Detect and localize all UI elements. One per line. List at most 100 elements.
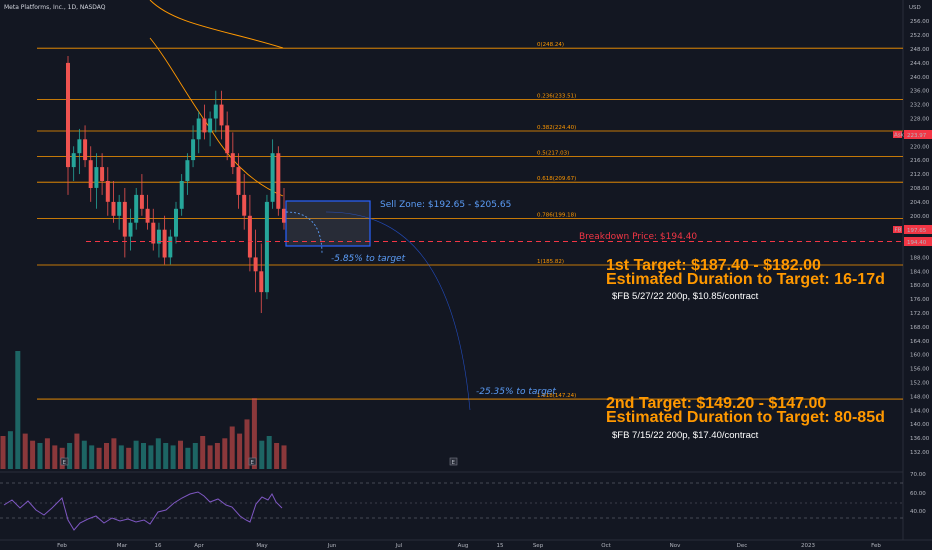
candle-body (71, 153, 76, 168)
volume-bar (118, 445, 124, 469)
price-tick-label: 252.00 (910, 33, 930, 39)
projection-arc-1 (285, 211, 323, 255)
candle-body (134, 194, 139, 223)
target2-duration: Estimated Duration to Target: 80-85d (606, 409, 885, 426)
earnings-marker-1[interactable] (60, 457, 69, 466)
volume-bar (237, 433, 243, 469)
candle-body (253, 257, 258, 272)
breakdown-price-label: 194.40 (907, 240, 927, 246)
price-tick-label: 180.00 (910, 283, 930, 289)
volume-bar (52, 445, 58, 469)
time-tick-label: Dec (737, 543, 748, 549)
time-tick-label: Apr (194, 543, 204, 549)
candle-body (117, 201, 122, 216)
sell-zone-box[interactable] (285, 200, 371, 247)
ask-tag (893, 131, 902, 138)
target2-option: $FB 7/15/22 200p, $17.40/contract (612, 430, 759, 441)
candle-body (162, 229, 167, 258)
breakdown-price-badge (904, 237, 932, 246)
candle-body (66, 62, 70, 168)
volume-bar (81, 440, 87, 469)
volume-bar (89, 445, 95, 469)
price-tick-label: 168.00 (910, 325, 930, 331)
time-tick-label: Aug (458, 543, 469, 549)
earnings-marker-2[interactable] (248, 457, 257, 466)
candle-body (83, 139, 88, 161)
candle-body (168, 236, 173, 258)
time-tick-label: 2023 (801, 543, 815, 549)
volume-bar (178, 440, 183, 469)
candle-body (94, 167, 99, 188)
fib-level-label: 1(185.82) (537, 259, 564, 265)
ask-price-badge (904, 130, 932, 139)
time-tick-label: Jul (395, 543, 403, 549)
volume-bar (281, 445, 287, 469)
price-tick-label: 144.00 (910, 408, 930, 414)
currency-label: USD (909, 5, 921, 11)
time-tick-label: Sep (533, 543, 544, 549)
price-tick-label: 184.00 (910, 269, 930, 275)
candle-body (185, 160, 190, 181)
time-tick-label: 16 (155, 543, 162, 549)
price-tick-label: 200.00 (910, 214, 930, 220)
price-tick-label: 248.00 (910, 47, 930, 53)
price-tick-label: 216.00 (910, 158, 930, 164)
candle-body (264, 201, 269, 293)
volume-bar (259, 440, 265, 469)
price-tick-label: 232.00 (910, 103, 930, 109)
volume-bar (274, 443, 280, 469)
candle-body (88, 160, 93, 188)
target1-title: 1st Target: $187.40 - $182.00 (606, 257, 821, 274)
time-tick-label: Jun (327, 543, 337, 549)
chart-title: Meta Platforms, Inc., 1D, NASDAQ (4, 4, 106, 11)
earnings-marker-3[interactable] (449, 457, 458, 466)
candle-body (191, 139, 196, 161)
candle-body (122, 201, 127, 237)
fib-level-label: 0.618(209.67) (537, 176, 576, 182)
candle-body (196, 118, 201, 140)
price-tick-label: 160.00 (910, 353, 930, 359)
volume-bar (222, 438, 228, 469)
price-tick-label: 140.00 (910, 422, 930, 428)
last-price-badge (904, 225, 932, 234)
candle-body (105, 181, 110, 202)
volume-bar (0, 436, 6, 469)
candle-body (151, 222, 156, 244)
rsi-pane (0, 482, 903, 531)
volume-bar (126, 447, 132, 469)
fib-level-label: 1.618(147.24) (537, 393, 576, 399)
breakdown-label: Breakdown Price: $194.40 (579, 232, 697, 242)
fib-level-label: 0.786(199.18) (537, 213, 576, 219)
time-tick-label: Feb (871, 543, 881, 549)
time-axis: Feb Mar 16 Apr May Jun Jul Aug 15 Sep Oct Nov Dec 202… (57, 543, 881, 549)
volume-bar (266, 436, 272, 469)
rsi-tick-60: 60.00 (910, 491, 926, 497)
volume-bar (148, 445, 154, 469)
ask-price-label: 223.97 (907, 133, 927, 139)
candle-body (208, 118, 213, 133)
price-tick-label: 204.00 (910, 200, 930, 206)
candle-body (202, 118, 207, 133)
candle-body (225, 125, 230, 154)
volume-bar (214, 443, 220, 469)
time-tick-label: Mar (117, 543, 128, 549)
time-tick-label: Oct (601, 543, 611, 549)
ask-tag-label: Ask (894, 133, 905, 139)
target2-title: 2nd Target: $149.20 - $147.00 (606, 395, 826, 412)
price-tick-label: 156.00 (910, 367, 930, 373)
volume-bar (244, 419, 250, 469)
price-tick-label: 256.00 (910, 19, 930, 25)
volume-bar (155, 438, 161, 469)
volume-bar (96, 447, 102, 469)
rsi-tick-40: 40.00 (910, 509, 926, 515)
pct-target-2: -25.35% to target (476, 387, 556, 397)
volume-bar (67, 443, 73, 469)
projection-arc-2 (325, 211, 471, 411)
volume-bar (133, 440, 139, 469)
sell-zone-label: Sell Zone: $192.65 - $205.65 (380, 200, 511, 210)
candle-body (111, 201, 116, 216)
volume-bar (185, 447, 191, 469)
volume-bar (44, 438, 50, 469)
